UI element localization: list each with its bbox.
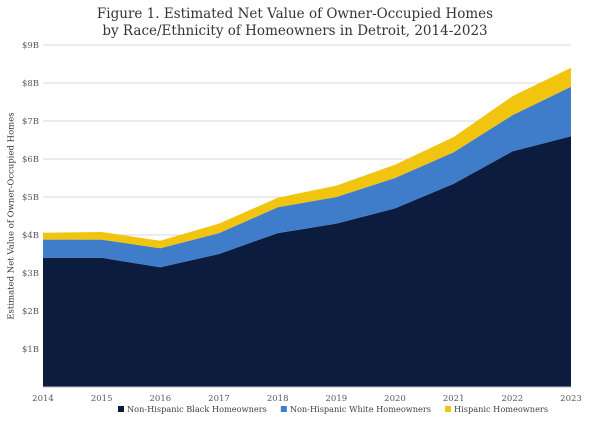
y-tick-label: $2B: [22, 307, 39, 317]
y-tick-label: $9B: [22, 41, 39, 51]
x-tick-label: 2016: [150, 394, 172, 404]
area-series-1: [43, 86, 571, 268]
x-tick-label: 2021: [443, 394, 465, 404]
area-series-0: [43, 136, 571, 387]
x-tick-label: 2022: [502, 394, 524, 404]
chart-title-line-2: by Race/Ethnicity of Homeowners in Detro…: [102, 23, 488, 39]
legend-swatch-0: [118, 406, 124, 412]
x-tick-label: 2018: [267, 394, 289, 404]
y-tick-label: $7B: [22, 117, 39, 127]
legend-swatch-1: [280, 406, 287, 412]
x-tick-label: 2023: [560, 394, 582, 404]
x-tick-label: 2019: [326, 394, 348, 404]
y-tick-label: $6B: [22, 155, 39, 165]
x-tick-label: 2020: [384, 394, 406, 404]
legend-swatch-2: [445, 406, 452, 412]
x-tick-label: 2017: [208, 394, 230, 404]
y-tick-label: $8B: [22, 79, 39, 89]
y-tick-label: $1B: [22, 345, 39, 355]
legend-label-1: Non-Hispanic White Homeowners: [290, 404, 431, 414]
x-tick-label: 2014: [32, 394, 54, 404]
y-tick-label: $4B: [22, 231, 39, 241]
chart-title-line-1: Figure 1. Estimated Net Value of Owner-O…: [96, 6, 494, 22]
y-tick-label: $3B: [22, 269, 39, 279]
y-tick-label: $5B: [22, 193, 39, 203]
legend-label-2: Hispanic Homeowners: [454, 404, 548, 414]
legend-label-0: Non-Hispanic Black Homeowners: [127, 404, 267, 414]
x-tick-label: 2015: [91, 394, 113, 404]
